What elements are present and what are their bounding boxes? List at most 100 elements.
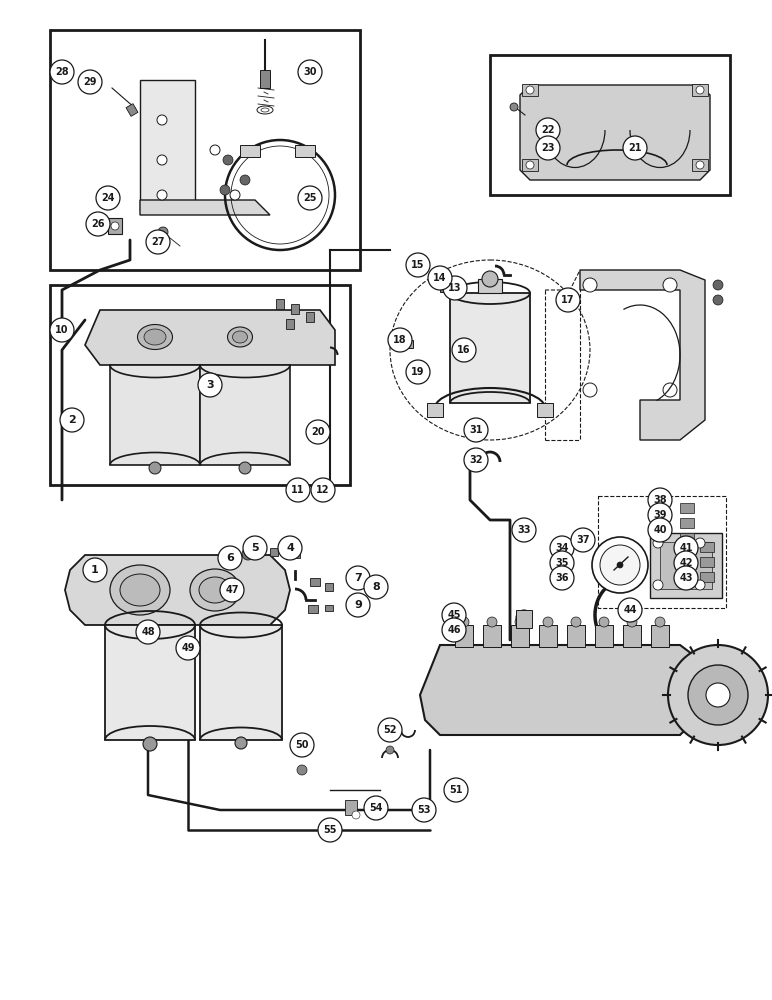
Circle shape [599, 617, 609, 627]
Text: 18: 18 [393, 335, 407, 345]
Bar [700, 572, 714, 582]
Circle shape [571, 528, 595, 552]
Bar [651, 625, 669, 647]
Text: 1: 1 [91, 565, 99, 575]
Circle shape [695, 538, 705, 548]
Bar [292, 548, 300, 558]
Bar [345, 800, 357, 815]
Circle shape [239, 462, 251, 474]
Circle shape [674, 536, 698, 560]
Text: 50: 50 [295, 740, 309, 750]
Ellipse shape [199, 577, 231, 603]
Bar [455, 625, 473, 647]
Bar [522, 159, 538, 171]
Text: 19: 19 [411, 367, 425, 377]
Circle shape [459, 617, 469, 627]
Bar [623, 625, 641, 647]
Circle shape [96, 186, 120, 210]
Text: 26: 26 [91, 219, 105, 229]
Circle shape [83, 558, 107, 582]
Circle shape [198, 373, 222, 397]
Circle shape [136, 620, 160, 644]
Bar [286, 319, 294, 329]
Circle shape [143, 737, 157, 751]
Text: 12: 12 [317, 485, 330, 495]
Circle shape [412, 798, 436, 822]
Text: 31: 31 [469, 425, 482, 435]
Circle shape [550, 551, 574, 575]
Text: 43: 43 [679, 573, 692, 583]
Text: 44: 44 [623, 605, 637, 615]
Circle shape [352, 811, 360, 819]
Polygon shape [140, 80, 195, 210]
Bar [450, 293, 530, 403]
Circle shape [378, 718, 402, 742]
Text: 7: 7 [354, 573, 362, 583]
Bar [310, 578, 320, 586]
Circle shape [713, 295, 723, 305]
Text: 53: 53 [417, 805, 431, 815]
Circle shape [346, 566, 370, 590]
Circle shape [696, 161, 704, 169]
Circle shape [482, 271, 498, 287]
Ellipse shape [261, 108, 269, 112]
Circle shape [223, 155, 233, 165]
Circle shape [346, 593, 370, 617]
Text: 16: 16 [457, 345, 471, 355]
Bar [483, 625, 501, 647]
Text: 10: 10 [56, 325, 69, 335]
Bar [108, 218, 122, 234]
Bar [567, 625, 585, 647]
Ellipse shape [228, 327, 252, 347]
Polygon shape [65, 555, 290, 625]
Circle shape [364, 796, 388, 820]
Circle shape [157, 190, 167, 200]
Bar [50, 285, 350, 485]
Circle shape [526, 161, 534, 169]
Text: 6: 6 [226, 553, 234, 563]
Circle shape [668, 645, 768, 745]
Ellipse shape [417, 268, 424, 272]
Circle shape [571, 617, 581, 627]
Bar [291, 304, 299, 314]
Circle shape [218, 546, 242, 570]
Text: 24: 24 [101, 193, 115, 203]
Bar [306, 312, 314, 322]
Polygon shape [420, 645, 710, 735]
Circle shape [157, 115, 167, 125]
Text: 48: 48 [141, 627, 155, 637]
Circle shape [648, 488, 672, 512]
Text: 40: 40 [653, 525, 667, 535]
Circle shape [444, 778, 468, 802]
Circle shape [556, 288, 580, 312]
Bar [692, 84, 708, 96]
Circle shape [158, 227, 168, 237]
Text: 14: 14 [433, 273, 447, 283]
Bar [126, 104, 138, 116]
Text: 4: 4 [286, 543, 294, 553]
Circle shape [543, 617, 553, 627]
Circle shape [452, 338, 476, 362]
Text: 22: 22 [541, 125, 555, 135]
Text: 30: 30 [303, 67, 317, 77]
Circle shape [526, 86, 534, 94]
Circle shape [386, 746, 394, 754]
Circle shape [618, 598, 642, 622]
Text: 38: 38 [653, 495, 667, 505]
Circle shape [86, 212, 110, 236]
Circle shape [442, 618, 466, 642]
Text: 34: 34 [555, 543, 569, 553]
Circle shape [298, 60, 322, 84]
Circle shape [663, 383, 677, 397]
Ellipse shape [144, 329, 166, 345]
Text: 9: 9 [354, 600, 362, 610]
Bar [700, 557, 714, 567]
Circle shape [406, 253, 430, 277]
Text: 20: 20 [311, 427, 325, 437]
Circle shape [235, 737, 247, 749]
Text: 45: 45 [447, 610, 461, 620]
Bar [516, 610, 532, 628]
Circle shape [464, 448, 488, 472]
Text: 47: 47 [225, 585, 239, 595]
Circle shape [663, 278, 677, 292]
